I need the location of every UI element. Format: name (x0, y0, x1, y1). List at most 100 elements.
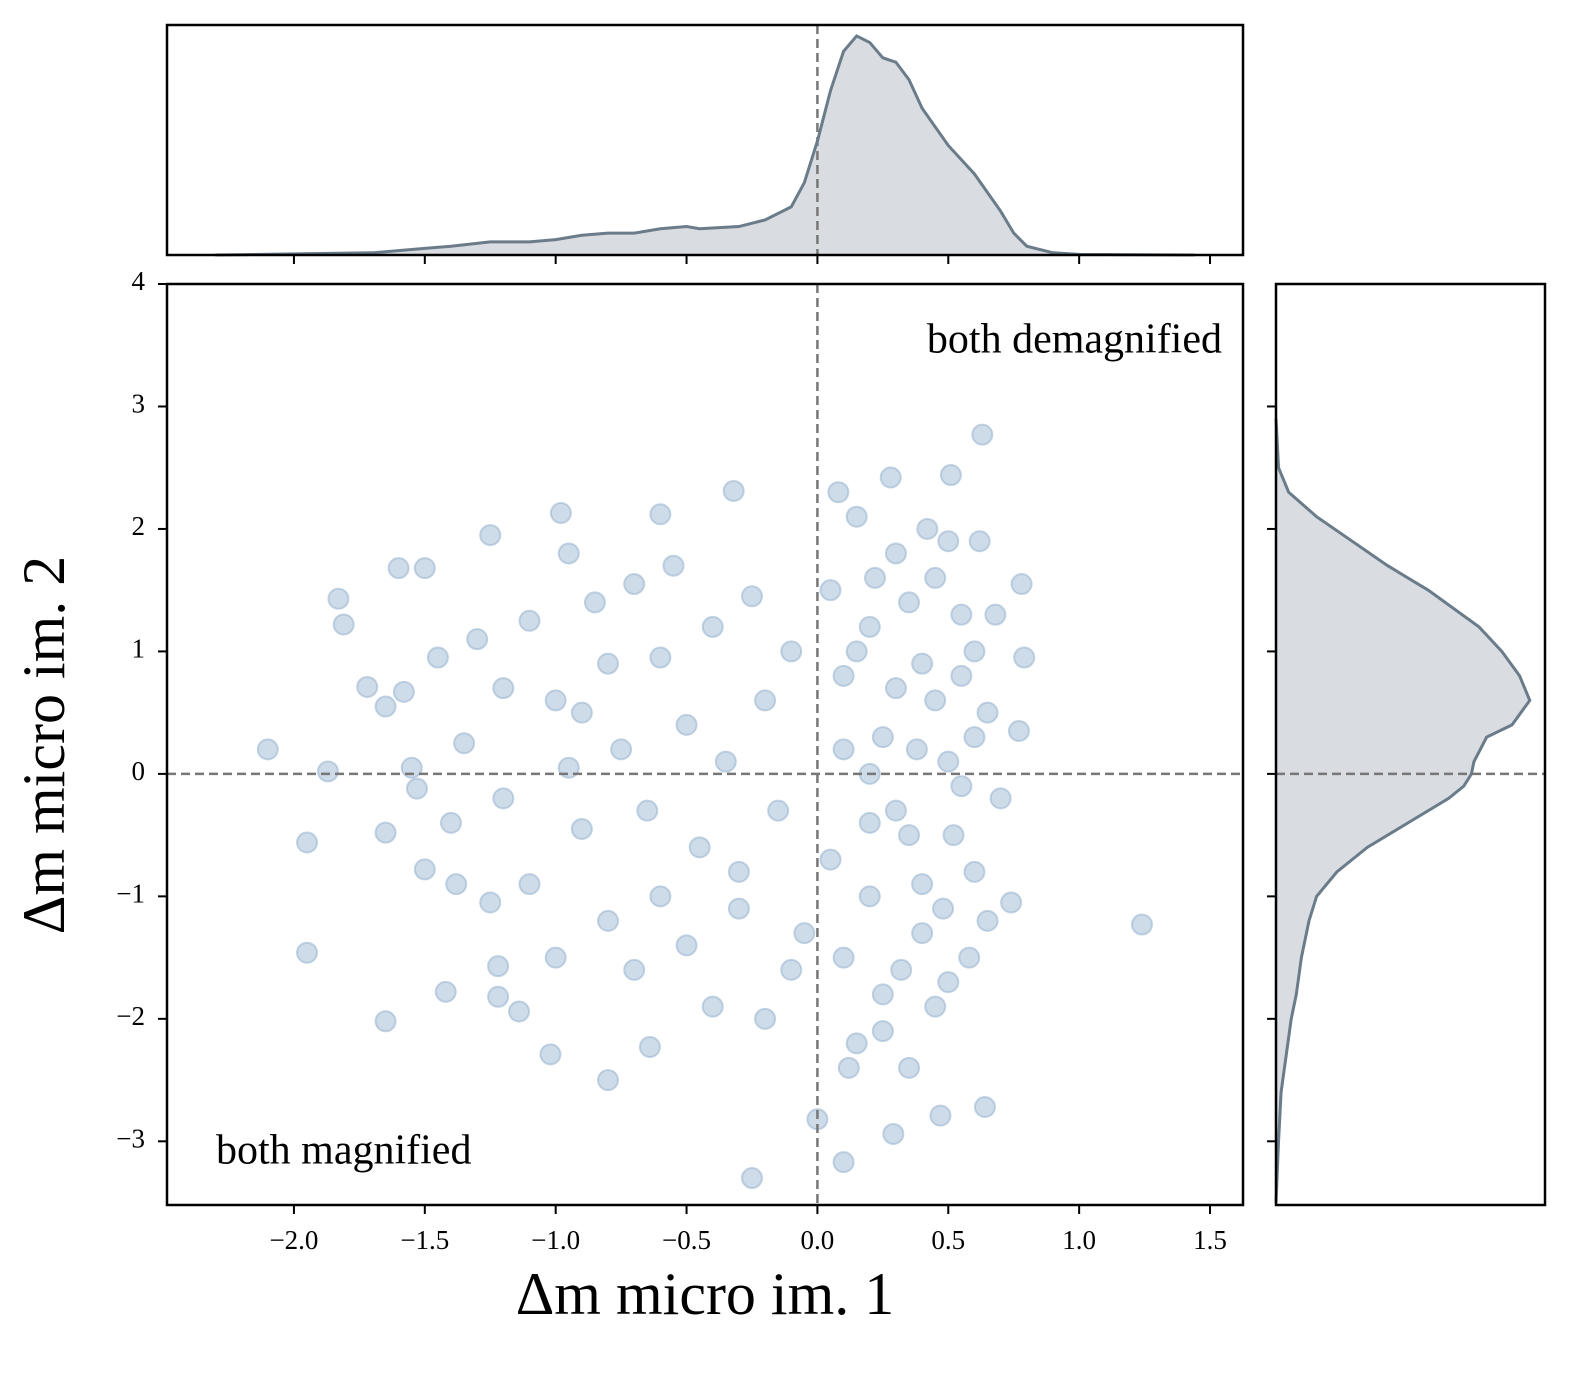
x-tick-label: −0.5 (662, 1225, 711, 1255)
point (413, 858, 436, 881)
point (439, 811, 462, 834)
point (819, 848, 842, 871)
point (1007, 720, 1030, 743)
point (832, 738, 855, 761)
point (780, 640, 803, 663)
x-tick-label: 0.0 (801, 1225, 835, 1255)
point (649, 885, 672, 908)
point (675, 934, 698, 957)
point (863, 566, 886, 589)
point (638, 1036, 661, 1059)
x-tick-label: −1.0 (531, 1225, 580, 1255)
axes-frame (165, 23, 1245, 257)
point (405, 777, 428, 800)
x-tick-label: −1.5 (400, 1225, 449, 1255)
annotation: both demagnified (927, 317, 1222, 363)
point (871, 983, 894, 1006)
y-tick-label: 4 (132, 266, 146, 296)
point (623, 573, 646, 596)
point (950, 603, 973, 626)
point (871, 1020, 894, 1043)
point (662, 554, 685, 577)
point (722, 479, 745, 502)
point (623, 958, 646, 981)
kde-fill (215, 35, 1195, 256)
point (597, 909, 620, 932)
y-tick-label: 1 (132, 634, 146, 664)
point (837, 1056, 860, 1079)
point (387, 557, 410, 580)
point (924, 566, 947, 589)
point (426, 646, 449, 669)
point (1130, 913, 1153, 936)
point (557, 542, 580, 565)
point (688, 836, 711, 859)
point (518, 609, 541, 632)
point (780, 958, 803, 981)
point (971, 423, 994, 446)
point (487, 985, 510, 1008)
y-axis-label: Δm micro im. 2 (11, 556, 77, 935)
y-tick-label: 0 (132, 756, 146, 786)
point (492, 677, 515, 700)
point (256, 738, 279, 761)
point (968, 530, 991, 553)
point (939, 464, 962, 487)
point (740, 585, 763, 608)
point (898, 1056, 921, 1079)
point (508, 1000, 531, 1023)
point (356, 675, 379, 698)
point (544, 946, 567, 969)
point (950, 775, 973, 798)
point (374, 695, 397, 718)
point (932, 897, 955, 920)
point (973, 1096, 996, 1119)
point (701, 615, 724, 638)
point (413, 557, 436, 580)
point (610, 738, 633, 761)
point (884, 799, 907, 822)
x-axis-label: Δm micro im. 1 (516, 1261, 895, 1327)
point (332, 613, 355, 636)
point (832, 1151, 855, 1174)
point (937, 750, 960, 773)
point (714, 750, 737, 773)
point (879, 466, 902, 489)
x-tick-label: 1.5 (1193, 1225, 1227, 1255)
point (479, 891, 502, 914)
point (845, 505, 868, 528)
point (296, 831, 319, 854)
point (911, 873, 934, 896)
kde-line (215, 34, 1195, 257)
point (911, 652, 934, 675)
y-tick-label: −3 (116, 1124, 145, 1154)
point (963, 860, 986, 883)
point (890, 958, 913, 981)
x-tick-label: 0.5 (931, 1225, 965, 1255)
point (937, 971, 960, 994)
point (898, 824, 921, 847)
point (929, 1104, 952, 1127)
point (884, 542, 907, 565)
point (316, 760, 339, 783)
point (754, 1007, 777, 1030)
point (518, 873, 541, 896)
point (1013, 646, 1036, 669)
point (845, 640, 868, 663)
x-tick-label: 1.0 (1062, 1225, 1096, 1255)
y-tick-label: 2 (132, 511, 146, 541)
point (884, 677, 907, 700)
point (636, 799, 659, 822)
point (871, 726, 894, 749)
point (1000, 891, 1023, 914)
point (544, 689, 567, 712)
point (296, 941, 319, 964)
point (989, 787, 1012, 810)
point (767, 799, 790, 822)
point (492, 787, 515, 810)
kde-line (1274, 418, 1532, 1203)
point (597, 652, 620, 675)
point (976, 909, 999, 932)
point (754, 689, 777, 712)
